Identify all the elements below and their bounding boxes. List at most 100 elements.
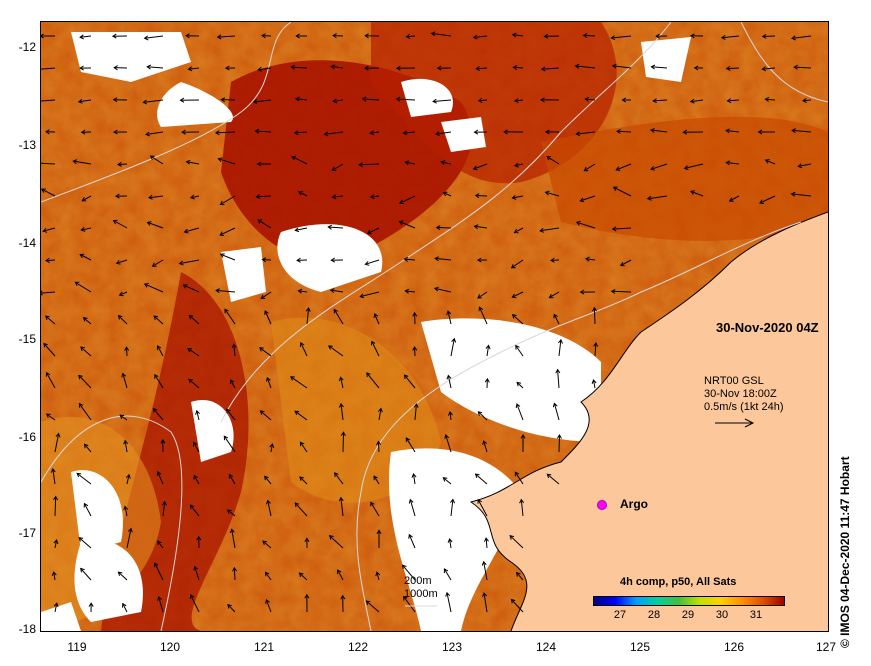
current-vector-head xyxy=(53,495,59,501)
cloud-mask xyxy=(41,32,691,631)
current-vector xyxy=(260,291,272,299)
current-vector-head xyxy=(435,225,441,231)
current-vector xyxy=(80,568,92,581)
current-vector xyxy=(124,440,128,453)
current-vector xyxy=(378,408,382,421)
current-vector-head xyxy=(53,602,59,608)
current-vector-head xyxy=(503,129,508,135)
current-vector-head xyxy=(148,194,153,200)
current-vector-head xyxy=(257,219,263,224)
current-vector-head xyxy=(793,64,798,70)
current-vector-head xyxy=(404,160,410,166)
current-vector xyxy=(196,410,200,421)
current-vector-head xyxy=(540,66,546,72)
current-vector xyxy=(80,346,92,357)
current-vector-head xyxy=(332,98,338,104)
current-vector xyxy=(78,99,92,103)
current-vector xyxy=(359,163,380,166)
current-vector-head xyxy=(290,376,295,381)
current-vector-head xyxy=(447,410,453,416)
current-vector xyxy=(299,476,308,485)
current-vector-head xyxy=(79,253,85,259)
current-vector xyxy=(154,374,164,389)
current-vector xyxy=(514,163,524,167)
current-vector xyxy=(342,432,344,453)
current-vector-head xyxy=(412,346,418,351)
current-vector xyxy=(791,35,812,39)
current-vector xyxy=(376,572,380,581)
current-vector xyxy=(116,259,128,264)
current-vector xyxy=(329,535,344,549)
current-vector-head xyxy=(294,96,300,102)
current-vector-head xyxy=(574,63,580,69)
current-vector xyxy=(486,345,490,357)
current-vector xyxy=(340,497,344,517)
current-vector xyxy=(450,338,455,357)
current-vector xyxy=(54,496,57,517)
current-vector-head xyxy=(269,443,275,448)
current-vector-head xyxy=(366,229,372,235)
current-vector-head xyxy=(219,253,225,258)
current-vector-head xyxy=(405,33,411,40)
current-vector xyxy=(365,259,380,265)
current-vector xyxy=(473,35,488,38)
current-vector xyxy=(616,163,632,171)
current-vector xyxy=(83,503,92,517)
current-vector-head xyxy=(476,257,482,263)
current-vector xyxy=(431,32,452,37)
current-vector xyxy=(126,347,128,357)
current-vector-head xyxy=(112,219,118,225)
current-vector xyxy=(516,403,524,421)
current-vector xyxy=(144,283,164,293)
current-vector xyxy=(157,471,164,485)
current-vector xyxy=(584,163,596,172)
current-vector-head xyxy=(111,33,117,39)
current-vector xyxy=(332,163,344,171)
current-vector xyxy=(328,345,344,357)
current-vector-head xyxy=(293,130,299,136)
current-vector-head xyxy=(404,288,410,294)
current-vector xyxy=(409,499,416,517)
current-vector xyxy=(792,129,812,133)
current-vector xyxy=(414,404,417,421)
current-vector-head xyxy=(484,377,490,383)
current-vector xyxy=(611,290,632,293)
current-vector-head xyxy=(591,379,597,384)
lat-tick-label: -14 xyxy=(18,236,36,250)
current-vector-head xyxy=(43,342,48,348)
current-vector-head xyxy=(127,527,133,533)
current-vector xyxy=(765,98,776,101)
current-vector-head xyxy=(558,338,563,344)
current-vector-head xyxy=(366,372,371,377)
current-vector xyxy=(295,227,308,231)
current-vector-head xyxy=(125,473,131,479)
current-vector-head xyxy=(45,413,51,418)
current-vector-head xyxy=(473,224,479,230)
current-vector-head xyxy=(511,293,517,299)
current-vector xyxy=(291,156,308,165)
current-vector xyxy=(270,444,273,453)
current-vector-head xyxy=(188,314,194,320)
current-vector-head xyxy=(364,33,369,39)
argo-float-marker[interactable] xyxy=(597,500,607,510)
vector-legend-arrow xyxy=(715,418,755,428)
current-vector xyxy=(306,307,310,325)
current-vector xyxy=(434,287,452,293)
current-vector xyxy=(124,506,128,517)
colorbar-tick: 29 xyxy=(681,609,695,621)
current-vector-head xyxy=(511,314,517,319)
current-vector-head xyxy=(118,291,124,297)
current-vector-head xyxy=(82,317,88,322)
sst-map[interactable] xyxy=(40,21,829,632)
current-vector-head xyxy=(41,33,44,39)
current-vector-head xyxy=(442,477,448,482)
current-vector xyxy=(267,500,272,517)
current-vector-head xyxy=(474,193,480,199)
current-vector-head xyxy=(512,65,518,71)
current-vector xyxy=(721,35,740,39)
current-vector-head xyxy=(290,64,296,70)
current-vector-head xyxy=(332,33,337,39)
current-vector xyxy=(474,225,488,229)
current-vector xyxy=(612,227,632,230)
current-vector-head xyxy=(802,98,807,103)
